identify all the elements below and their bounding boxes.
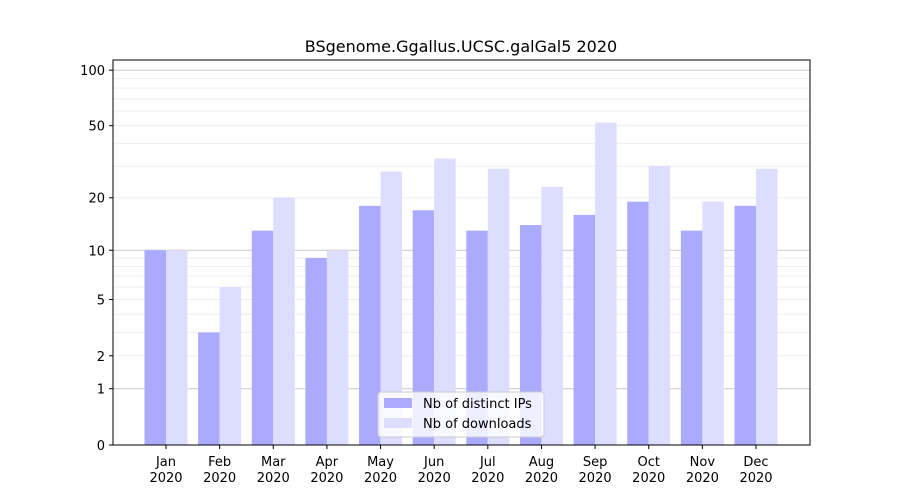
bar-downloads-jan	[166, 250, 188, 445]
x-tick-label: Jun	[423, 455, 444, 470]
x-tick-year: 2020	[418, 471, 451, 486]
y-tick-label: 50	[88, 120, 105, 135]
x-tick-label: May	[367, 455, 394, 470]
bar-downloads-oct	[648, 166, 671, 445]
bar-ips-feb	[198, 332, 220, 445]
plot-frame	[112, 59, 811, 446]
bar-downloads-aug	[541, 186, 563, 445]
bar-ips-sep	[573, 214, 596, 445]
y-tick-label: 1	[97, 383, 105, 398]
x-tick-label: Jul	[479, 455, 496, 470]
x-tick-year: 2020	[686, 471, 719, 486]
legend: Nb of distinct IPs Nb of downloads	[377, 391, 545, 438]
x-tick-label: Jan	[155, 455, 176, 470]
chart-title: BSgenome.Ggallus.UCSC.galGal5 2020	[305, 37, 617, 56]
bar-ips-may	[359, 205, 381, 445]
y-tick-label: 2	[97, 350, 105, 365]
x-tick-label: Aug	[529, 455, 554, 470]
y-tick-label: 0	[97, 439, 105, 454]
bar-ips-mar	[251, 230, 274, 445]
x-tick-year: 2020	[739, 471, 772, 486]
x-tick-year: 2020	[364, 471, 397, 486]
y-tick-label: 10	[88, 244, 105, 259]
x-tick-label: Mar	[261, 455, 286, 470]
bar-ips-jul	[466, 230, 488, 445]
x-tick-year: 2020	[579, 471, 612, 486]
bar-downloads-may	[380, 171, 403, 446]
y-tick-label: 5	[97, 293, 105, 308]
bar-ips-jan	[144, 250, 166, 445]
bar-downloads-nov	[702, 201, 724, 445]
x-tick-label: Nov	[690, 455, 716, 470]
bar-ips-nov	[680, 230, 703, 445]
bar-ips-jun	[412, 210, 435, 445]
x-tick-year: 2020	[149, 471, 182, 486]
x-tick-label: Sep	[583, 455, 608, 470]
bar-ips-dec	[734, 205, 756, 445]
bar-downloads-dec	[756, 168, 778, 445]
x-tick-year: 2020	[310, 471, 343, 486]
x-tick-label: Dec	[743, 455, 768, 470]
bar-downloads-sep	[595, 122, 617, 445]
x-tick-label: Apr	[316, 455, 339, 470]
y-tick-label: 100	[80, 64, 105, 79]
bar-ips-oct	[627, 201, 649, 445]
x-tick-label: Oct	[637, 455, 659, 470]
bar-downloads-jul	[487, 168, 510, 445]
x-tick-year: 2020	[471, 471, 504, 486]
bar-downloads-mar	[273, 197, 295, 445]
x-tick-year: 2020	[203, 471, 236, 486]
x-tick-year: 2020	[257, 471, 290, 486]
legend-label: Nb of downloads	[423, 417, 532, 432]
bar-ips-apr	[305, 258, 327, 445]
x-tick-label: Feb	[208, 455, 231, 470]
legend-label: Nb of distinct IPs	[423, 397, 532, 412]
bar-downloads-feb	[219, 286, 242, 445]
y-tick-label: 20	[88, 192, 105, 207]
x-tick-year: 2020	[632, 471, 665, 486]
x-tick-year: 2020	[525, 471, 558, 486]
bar-ips-aug	[519, 225, 542, 445]
bar-downloads-apr	[326, 250, 349, 445]
legend-swatch	[384, 398, 412, 408]
legend-box	[377, 391, 545, 438]
legend-swatch	[384, 418, 412, 428]
bar-downloads-jun	[434, 158, 456, 445]
